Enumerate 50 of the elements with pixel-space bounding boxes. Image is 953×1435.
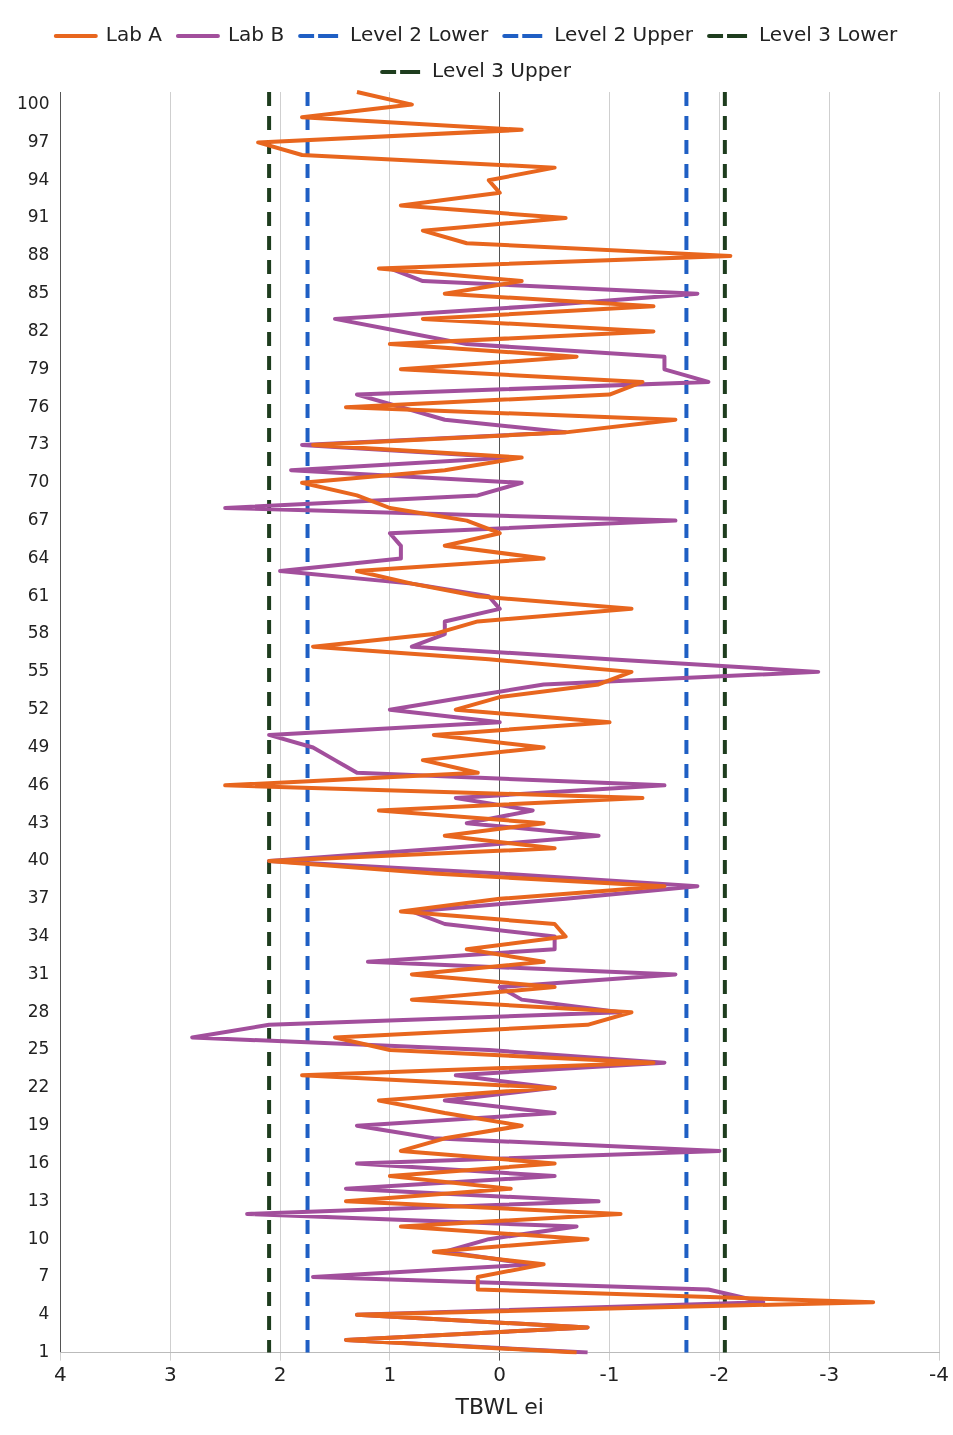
x-axis-title: TBWL ei	[454, 1393, 544, 1419]
y-tick-label: 76	[27, 395, 50, 416]
y-tick-label: 7	[38, 1265, 50, 1286]
legend-label: Level 2 Upper	[554, 22, 694, 47]
y-tick-label: 22	[27, 1076, 50, 1097]
y-tick-label: 10	[27, 1227, 50, 1248]
y-tick-label: 13	[27, 1189, 50, 1210]
y-tick-label: 49	[27, 735, 50, 756]
y-tick-label: 37	[27, 887, 50, 908]
y-tick-label: 28	[27, 1000, 50, 1021]
y-tick-label: 43	[27, 811, 50, 832]
y-tick-label: 52	[27, 698, 50, 719]
y-tick-label: 4	[38, 1303, 50, 1324]
y-tick-label: 46	[27, 773, 50, 794]
y-tick-label: 85	[27, 282, 50, 303]
y-tick-label: 25	[27, 1038, 50, 1059]
x-tick-label: 1	[383, 1361, 397, 1386]
y-tick-label: 55	[27, 660, 50, 681]
y-tick-label: 16	[27, 1151, 50, 1172]
x-tick-label: 0	[493, 1361, 507, 1386]
x-tick-label: -1	[599, 1361, 620, 1386]
y-tick-label: 91	[27, 206, 50, 227]
y-tick-label: 100	[16, 93, 50, 114]
y-tick-label: 58	[27, 622, 50, 643]
y-tick-label: 79	[27, 357, 50, 378]
y-tick-label: 97	[27, 130, 50, 151]
x-tick-label: 4	[54, 1361, 67, 1386]
y-tick-label: 67	[27, 509, 50, 530]
y-tick-label: 94	[27, 168, 50, 189]
y-tick-label: 82	[27, 319, 50, 340]
y-tick-label: 73	[27, 433, 50, 454]
y-tick-label: 64	[27, 546, 50, 567]
legend-label: Level 2 Lower	[350, 22, 490, 47]
y-tick-label: 19	[27, 1114, 50, 1135]
y-tick-label: 31	[27, 962, 50, 983]
legend-label: Lab A	[105, 22, 163, 47]
y-tick-label: 1	[38, 1341, 50, 1362]
y-tick-label: 88	[27, 244, 50, 265]
x-tick-label: -3	[819, 1361, 840, 1386]
legend-label: Lab B	[227, 22, 285, 47]
legend-label: Level 3 Upper	[432, 58, 572, 83]
x-tick-label: -4	[929, 1361, 949, 1386]
x-tick-label: 2	[273, 1361, 287, 1386]
y-tick-label: 34	[27, 925, 50, 946]
y-tick-label: 40	[27, 849, 50, 870]
x-tick-label: 3	[163, 1361, 177, 1386]
x-tick-label: -2	[709, 1361, 730, 1386]
legend-label: Level 3 Lower	[759, 22, 898, 47]
y-tick-label: 61	[27, 584, 50, 605]
y-tick-label: 70	[27, 471, 50, 492]
